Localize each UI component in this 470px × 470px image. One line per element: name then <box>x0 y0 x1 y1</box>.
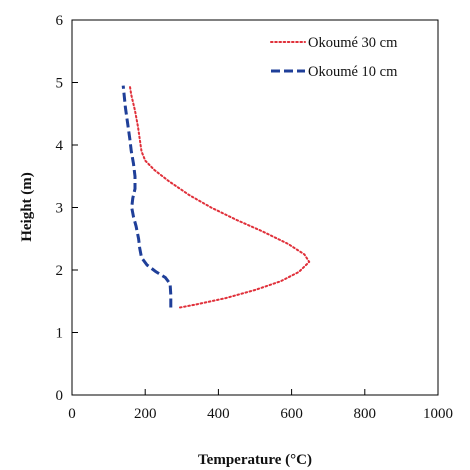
legend-label-2: Okoumé 10 cm <box>308 64 398 80</box>
x-tick-label: 1000 <box>423 406 453 422</box>
series-line-1 <box>128 84 311 309</box>
y-tick-label: 1 <box>56 326 64 342</box>
x-tick-label: 600 <box>280 406 303 422</box>
y-axis-label: Height (m) <box>19 172 35 242</box>
series-line-2 <box>121 85 173 308</box>
y-tick-label: 3 <box>56 201 64 217</box>
x-tick-label: 800 <box>354 406 377 422</box>
series-layer <box>121 84 311 309</box>
x-tick-label: 0 <box>68 406 76 422</box>
x-axis: 0 200 400 600 800 1000 <box>68 389 453 422</box>
y-tick-label: 2 <box>56 263 64 279</box>
y-tick-label: 4 <box>56 138 64 154</box>
y-tick-label: 5 <box>56 76 64 92</box>
x-axis-label: Temperature (°C) <box>198 452 312 468</box>
legend-label-1: Okoumé 30 cm <box>308 35 398 51</box>
x-tick-label: 200 <box>134 406 157 422</box>
plot-area <box>71 19 439 396</box>
y-axis: 0 1 2 3 4 5 6 <box>56 13 78 404</box>
y-tick-label: 0 <box>56 388 64 404</box>
y-tick-label: 6 <box>56 13 64 29</box>
x-tick-label: 400 <box>207 406 230 422</box>
legend: Okoumé 30 cm Okoumé 10 cm <box>270 35 398 80</box>
